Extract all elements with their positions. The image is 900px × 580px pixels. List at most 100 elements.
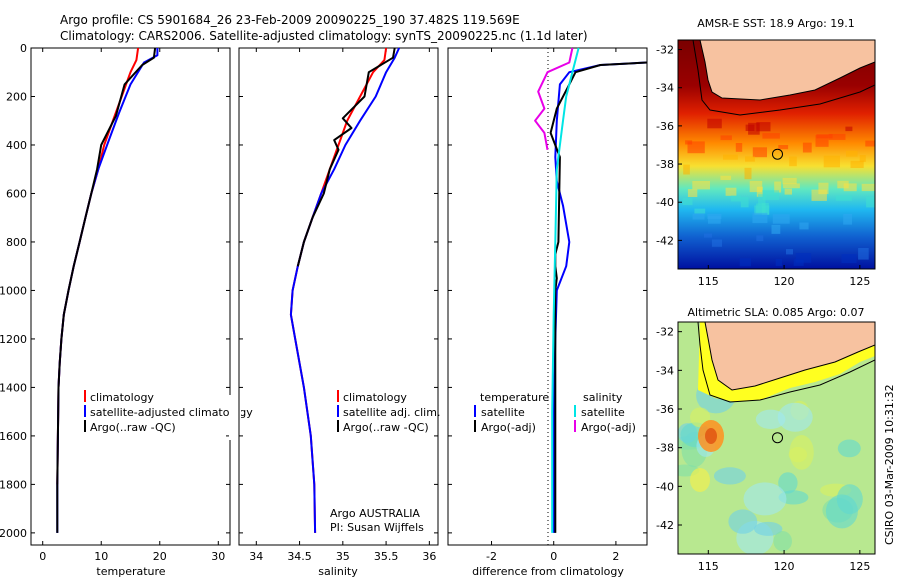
sst-cell — [748, 122, 760, 135]
sst-cell — [756, 235, 764, 242]
sst-cell — [720, 135, 732, 141]
sst-cell — [762, 133, 780, 139]
temperature-x-axis: 0 10 20 30 — [39, 48, 225, 563]
x-tick-label: 10 — [94, 550, 108, 563]
lon-tick-label: 125 — [849, 560, 870, 573]
sst-cell — [725, 187, 737, 196]
sst-cell — [704, 233, 712, 238]
y-tick-label: 1200 — [0, 333, 27, 346]
sst-cell — [739, 258, 751, 267]
series-line-argo-raw-qc — [296, 47, 396, 267]
sla-map-frame — [677, 321, 876, 555]
x-tick-label: 2 — [612, 550, 619, 563]
sst-cell — [846, 150, 858, 157]
difference-xlabel: difference from climatology — [472, 565, 624, 578]
legend-label-sal-argo: Argo(-adj) — [581, 421, 636, 434]
sst-cell — [793, 259, 804, 266]
sla-map-title: Altimetric SLA: 0.085 Argo: 0.07 — [687, 306, 864, 319]
lat-tick-label: -40 — [656, 480, 674, 493]
salinity-depth-ticks — [239, 47, 438, 534]
lat-tick-label: -34 — [656, 82, 674, 95]
series-line-temperature-satellite — [552, 61, 648, 533]
salinity-series — [289, 47, 401, 533]
sla-blob — [773, 531, 792, 552]
sst-cell — [683, 164, 690, 175]
difference-depth-ticks — [448, 47, 647, 534]
sst-cell — [752, 212, 768, 224]
y-tick-label: 200 — [6, 90, 27, 103]
sla-contour — [697, 322, 875, 403]
temperature-axes-box — [30, 47, 231, 546]
sst-cell — [775, 258, 783, 266]
legend-header-salinity: salinity — [583, 391, 623, 404]
sst-cell — [795, 253, 812, 263]
sst-cell — [815, 135, 829, 147]
lon-tick-label: 120 — [774, 275, 795, 288]
sst-cell — [866, 196, 875, 208]
legend-label-satellite: satellite-adjusted climatology — [90, 406, 253, 419]
lon-tick-label: 120 — [774, 560, 795, 573]
sst-cell — [756, 122, 771, 132]
sla-blob — [836, 484, 863, 515]
sst-texture — [682, 118, 875, 267]
sla-blob — [777, 402, 813, 432]
sst-cell — [692, 213, 705, 220]
sla-coastal-band — [698, 322, 875, 402]
sst-cell — [694, 208, 706, 214]
series-line-temperature-argo-adj — [549, 61, 648, 533]
legend-overflow-mask — [229, 395, 241, 440]
sst-cell — [692, 181, 710, 190]
salinity-panel: 34 34.5 35 35.5 36 salinity climatology sate… — [238, 47, 440, 578]
lat-tick-label: -38 — [656, 158, 674, 171]
annotation-pi: PI: Susan Wijffels — [330, 521, 424, 534]
sla-blob — [837, 439, 861, 458]
sst-cell — [865, 140, 875, 147]
legend-label-climatology: climatology — [90, 391, 154, 404]
sst-cell — [711, 239, 722, 247]
sst-cell — [771, 224, 781, 234]
side-label: CSIRO 03-Mar-2009 10:31:32 — [883, 384, 896, 545]
y-tick-label: 800 — [6, 236, 27, 249]
x-tick-label: 34 — [249, 550, 263, 563]
sst-cell — [837, 180, 849, 189]
sst-contour — [692, 40, 875, 116]
lat-tick-label: -34 — [656, 364, 674, 377]
lat-tick-label: -36 — [656, 403, 674, 416]
header-line-1: Argo profile: CS 5901684_26 23-Feb-2009 … — [60, 13, 520, 27]
series-line-argo-raw-qc — [56, 47, 157, 533]
y-tick-label: 400 — [6, 139, 27, 152]
x-tick-label: 0 — [39, 550, 46, 563]
temperature-legend: climatology satellite-adjusted climatolo… — [84, 390, 253, 434]
series-line-satellite-adjusted-climatology — [56, 48, 159, 533]
y-tick-label: 2000 — [0, 527, 27, 540]
argo-float-marker — [772, 148, 783, 160]
sla-blob — [789, 435, 814, 470]
legend-label-temp-satellite: satellite — [481, 406, 525, 419]
lat-tick-label: -42 — [656, 519, 674, 532]
temperature-xlabel: temperature — [96, 565, 165, 578]
legend-label-argo: Argo(..raw -QC) — [343, 421, 429, 434]
land-australia — [699, 40, 875, 101]
lon-tick-label: 125 — [849, 275, 870, 288]
sla-texture — [678, 377, 863, 554]
sla-anomaly — [690, 468, 710, 492]
sla-high-anomaly-core — [705, 428, 717, 444]
sla-blob — [755, 409, 786, 429]
salinity-axes-box — [238, 47, 439, 546]
sst-cell — [708, 215, 721, 224]
sst-cell — [845, 126, 853, 132]
sst-cell — [720, 175, 732, 180]
y-tick-label: 1000 — [0, 284, 27, 297]
legend-header-temperature: temperature — [480, 391, 549, 404]
header-line-2: Climatology: CARS2006. Satellite-adjuste… — [60, 29, 588, 43]
y-tick-label: 600 — [6, 187, 27, 200]
sst-cell — [783, 183, 800, 189]
sla-blob — [778, 472, 798, 494]
sst-cell — [735, 143, 743, 152]
difference-series — [534, 47, 648, 533]
salinity-legend: climatology satellite adj. clim. Argo(..… — [337, 390, 440, 434]
lat-tick-label: -32 — [656, 326, 674, 339]
sst-cell — [745, 156, 755, 162]
sst-cell — [835, 195, 852, 201]
sst-cell — [802, 142, 812, 153]
